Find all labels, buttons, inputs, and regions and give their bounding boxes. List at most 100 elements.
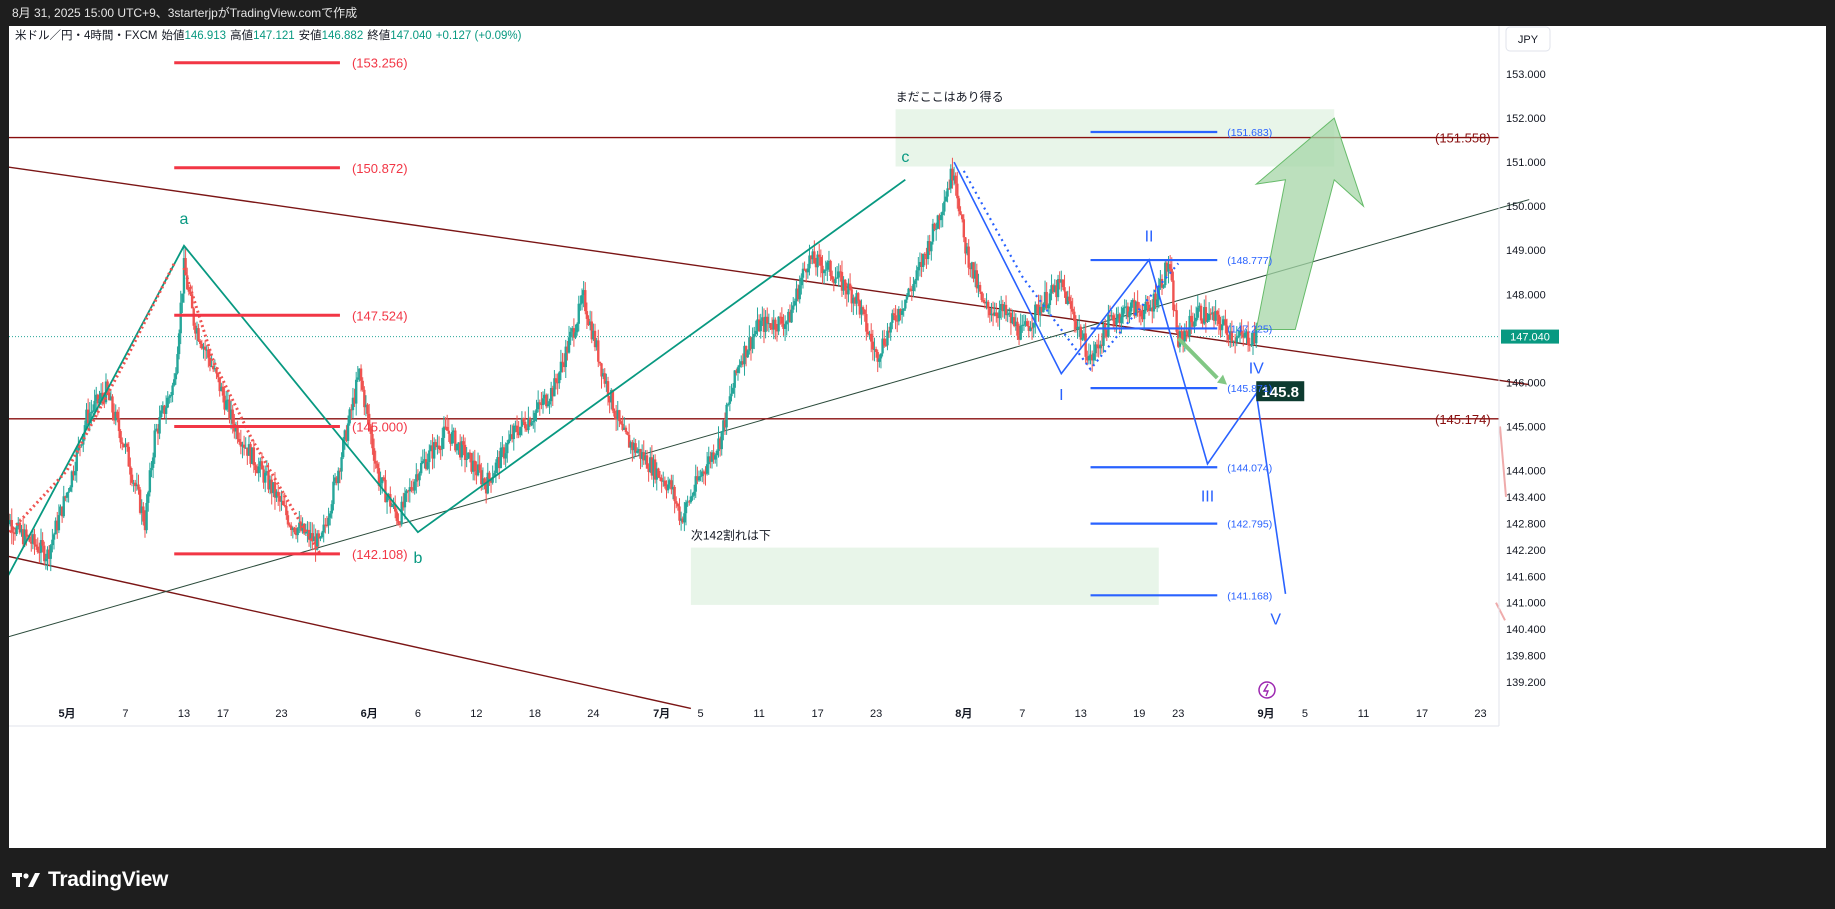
replay-icon[interactable] bbox=[1258, 681, 1276, 699]
candle-body bbox=[1165, 262, 1169, 272]
candle-body bbox=[1001, 304, 1005, 312]
candle-body bbox=[673, 486, 676, 502]
candle-body bbox=[723, 420, 727, 428]
edge-mark bbox=[1499, 426, 1507, 498]
candle-body bbox=[556, 382, 559, 384]
brand-name: TradingView bbox=[48, 868, 169, 891]
candle-body bbox=[21, 529, 25, 545]
candle-body bbox=[1149, 307, 1152, 311]
candle-body bbox=[608, 396, 611, 403]
price-level-label: (150.872) bbox=[352, 161, 408, 176]
candle-body bbox=[640, 452, 644, 459]
candle-body bbox=[528, 418, 532, 426]
candle-body bbox=[213, 368, 217, 370]
candle-body bbox=[582, 290, 585, 296]
candle-body bbox=[728, 396, 732, 404]
candle-body bbox=[455, 443, 459, 451]
candle-body bbox=[1204, 307, 1208, 322]
candle-body bbox=[1209, 313, 1212, 315]
candle-body bbox=[372, 448, 376, 461]
candle-body bbox=[155, 428, 158, 431]
candle-body bbox=[908, 288, 912, 290]
candle-body bbox=[899, 309, 902, 315]
wave-label-c: c bbox=[901, 149, 909, 166]
candle-body bbox=[772, 319, 775, 330]
blue-dotted-path bbox=[962, 170, 1180, 372]
candle-body bbox=[1220, 324, 1224, 331]
candle-body bbox=[665, 486, 668, 491]
candle-body bbox=[121, 442, 124, 444]
target-price-label: 145.8 bbox=[1261, 384, 1299, 401]
candle-body bbox=[186, 275, 189, 290]
candle-body bbox=[1159, 278, 1162, 287]
candle-body bbox=[572, 328, 576, 338]
candle-body bbox=[1053, 285, 1056, 292]
candle-body bbox=[86, 409, 90, 423]
candle-body bbox=[861, 307, 865, 310]
candle-body bbox=[834, 278, 837, 284]
candle-body bbox=[203, 346, 207, 350]
candle-body bbox=[43, 545, 46, 562]
candle-body bbox=[751, 337, 754, 349]
time-tick-label: 11 bbox=[753, 708, 764, 720]
candle-body bbox=[857, 293, 860, 301]
candle-body bbox=[47, 549, 51, 559]
legend-text: 米ドル／円・4時間・FXCM 始値146.913 高値147.121 安値146.88… bbox=[15, 28, 522, 42]
candle-body bbox=[1230, 331, 1234, 341]
candle-body bbox=[134, 482, 137, 487]
candle-body bbox=[593, 330, 597, 348]
candle-body bbox=[1170, 268, 1173, 281]
candle-body bbox=[1151, 307, 1154, 312]
tradingview-logo[interactable]: TradingView bbox=[12, 868, 168, 892]
candle-body bbox=[497, 457, 501, 469]
candle-body bbox=[1162, 285, 1165, 288]
candle-body bbox=[413, 481, 416, 491]
candle-body bbox=[611, 390, 615, 411]
lower-zone bbox=[690, 547, 1159, 605]
candle-body bbox=[941, 211, 944, 215]
candle-body bbox=[1011, 317, 1014, 324]
candle-body bbox=[603, 373, 606, 384]
candle-body bbox=[1056, 279, 1060, 298]
candle-body bbox=[298, 522, 301, 529]
candle-body bbox=[1021, 324, 1024, 326]
candle-body bbox=[328, 513, 332, 518]
candle-body bbox=[845, 290, 849, 295]
candle-body bbox=[236, 426, 239, 439]
candle-body bbox=[475, 471, 478, 476]
candle-body bbox=[1198, 305, 1201, 308]
candle-body bbox=[507, 439, 511, 443]
wave-label-V: V bbox=[1270, 612, 1281, 629]
fib-level-label: (147.225) bbox=[1227, 323, 1272, 335]
candle-body bbox=[1102, 324, 1105, 346]
candle-body bbox=[1191, 322, 1195, 327]
candle-body bbox=[699, 476, 702, 478]
candle-body bbox=[257, 466, 260, 474]
candle-body bbox=[702, 471, 706, 474]
candle-body bbox=[637, 449, 641, 451]
candle-body bbox=[683, 513, 686, 523]
candle-body bbox=[991, 313, 995, 316]
candle-body bbox=[36, 546, 39, 553]
candle-body bbox=[1077, 326, 1081, 328]
candle-body bbox=[876, 352, 879, 362]
candle-body bbox=[70, 471, 74, 488]
candle-body bbox=[192, 308, 195, 326]
candle-body bbox=[1128, 311, 1131, 318]
candle-body bbox=[1126, 306, 1130, 318]
candle-body bbox=[753, 334, 756, 338]
time-tick-label: 23 bbox=[870, 708, 882, 720]
candle-body bbox=[842, 279, 845, 291]
candle-body bbox=[831, 275, 834, 280]
candle-body bbox=[333, 477, 337, 482]
candle-body bbox=[650, 457, 654, 476]
candle-body bbox=[7, 513, 10, 525]
candle-body bbox=[1035, 304, 1039, 306]
currency-button[interactable]: JPY bbox=[1505, 26, 1551, 52]
wave-label-I: I bbox=[1059, 387, 1063, 404]
candle-body bbox=[56, 520, 59, 531]
candle-body bbox=[840, 271, 844, 291]
candle-body bbox=[103, 396, 106, 403]
candle-body bbox=[1042, 303, 1045, 313]
